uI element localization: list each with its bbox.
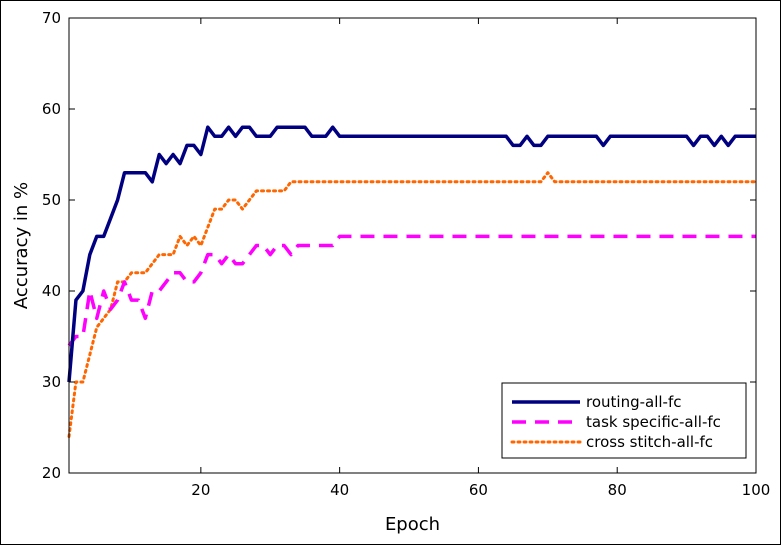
y-axis-label: Accuracy in % [11,182,32,309]
x-tick-label: 60 [469,481,488,499]
x-axis-label: Epoch [385,514,440,535]
y-tick-label: 50 [42,191,61,209]
y-tick-label: 60 [42,100,61,118]
x-tick-label: 20 [191,481,210,499]
axes-layer: 20 30 40 50 60 70 20 40 60 80 100 [42,9,770,499]
y-tick-label: 30 [42,373,61,391]
legend-label: routing-all-fc [586,393,681,411]
legend: routing-all-fc task specific-all-fc cross … [501,382,747,459]
plot-border [68,17,757,474]
y-tick-label: 40 [42,282,61,300]
x-tick-label: 40 [330,481,349,499]
series-layer [67,125,758,439]
series-line-cross-stitch-all-fc [67,171,758,439]
series-line-routing-all-fc [67,125,756,383]
y-tick-label: 20 [42,464,61,482]
legend-label: cross stitch-all-fc [586,433,713,451]
x-tick-label: 100 [742,481,771,499]
series-line-task-specific-all-fc [67,234,756,347]
y-tick-label: 70 [42,9,61,27]
x-tick-label: 80 [608,481,627,499]
legend-label: task specific-all-fc [586,413,721,431]
